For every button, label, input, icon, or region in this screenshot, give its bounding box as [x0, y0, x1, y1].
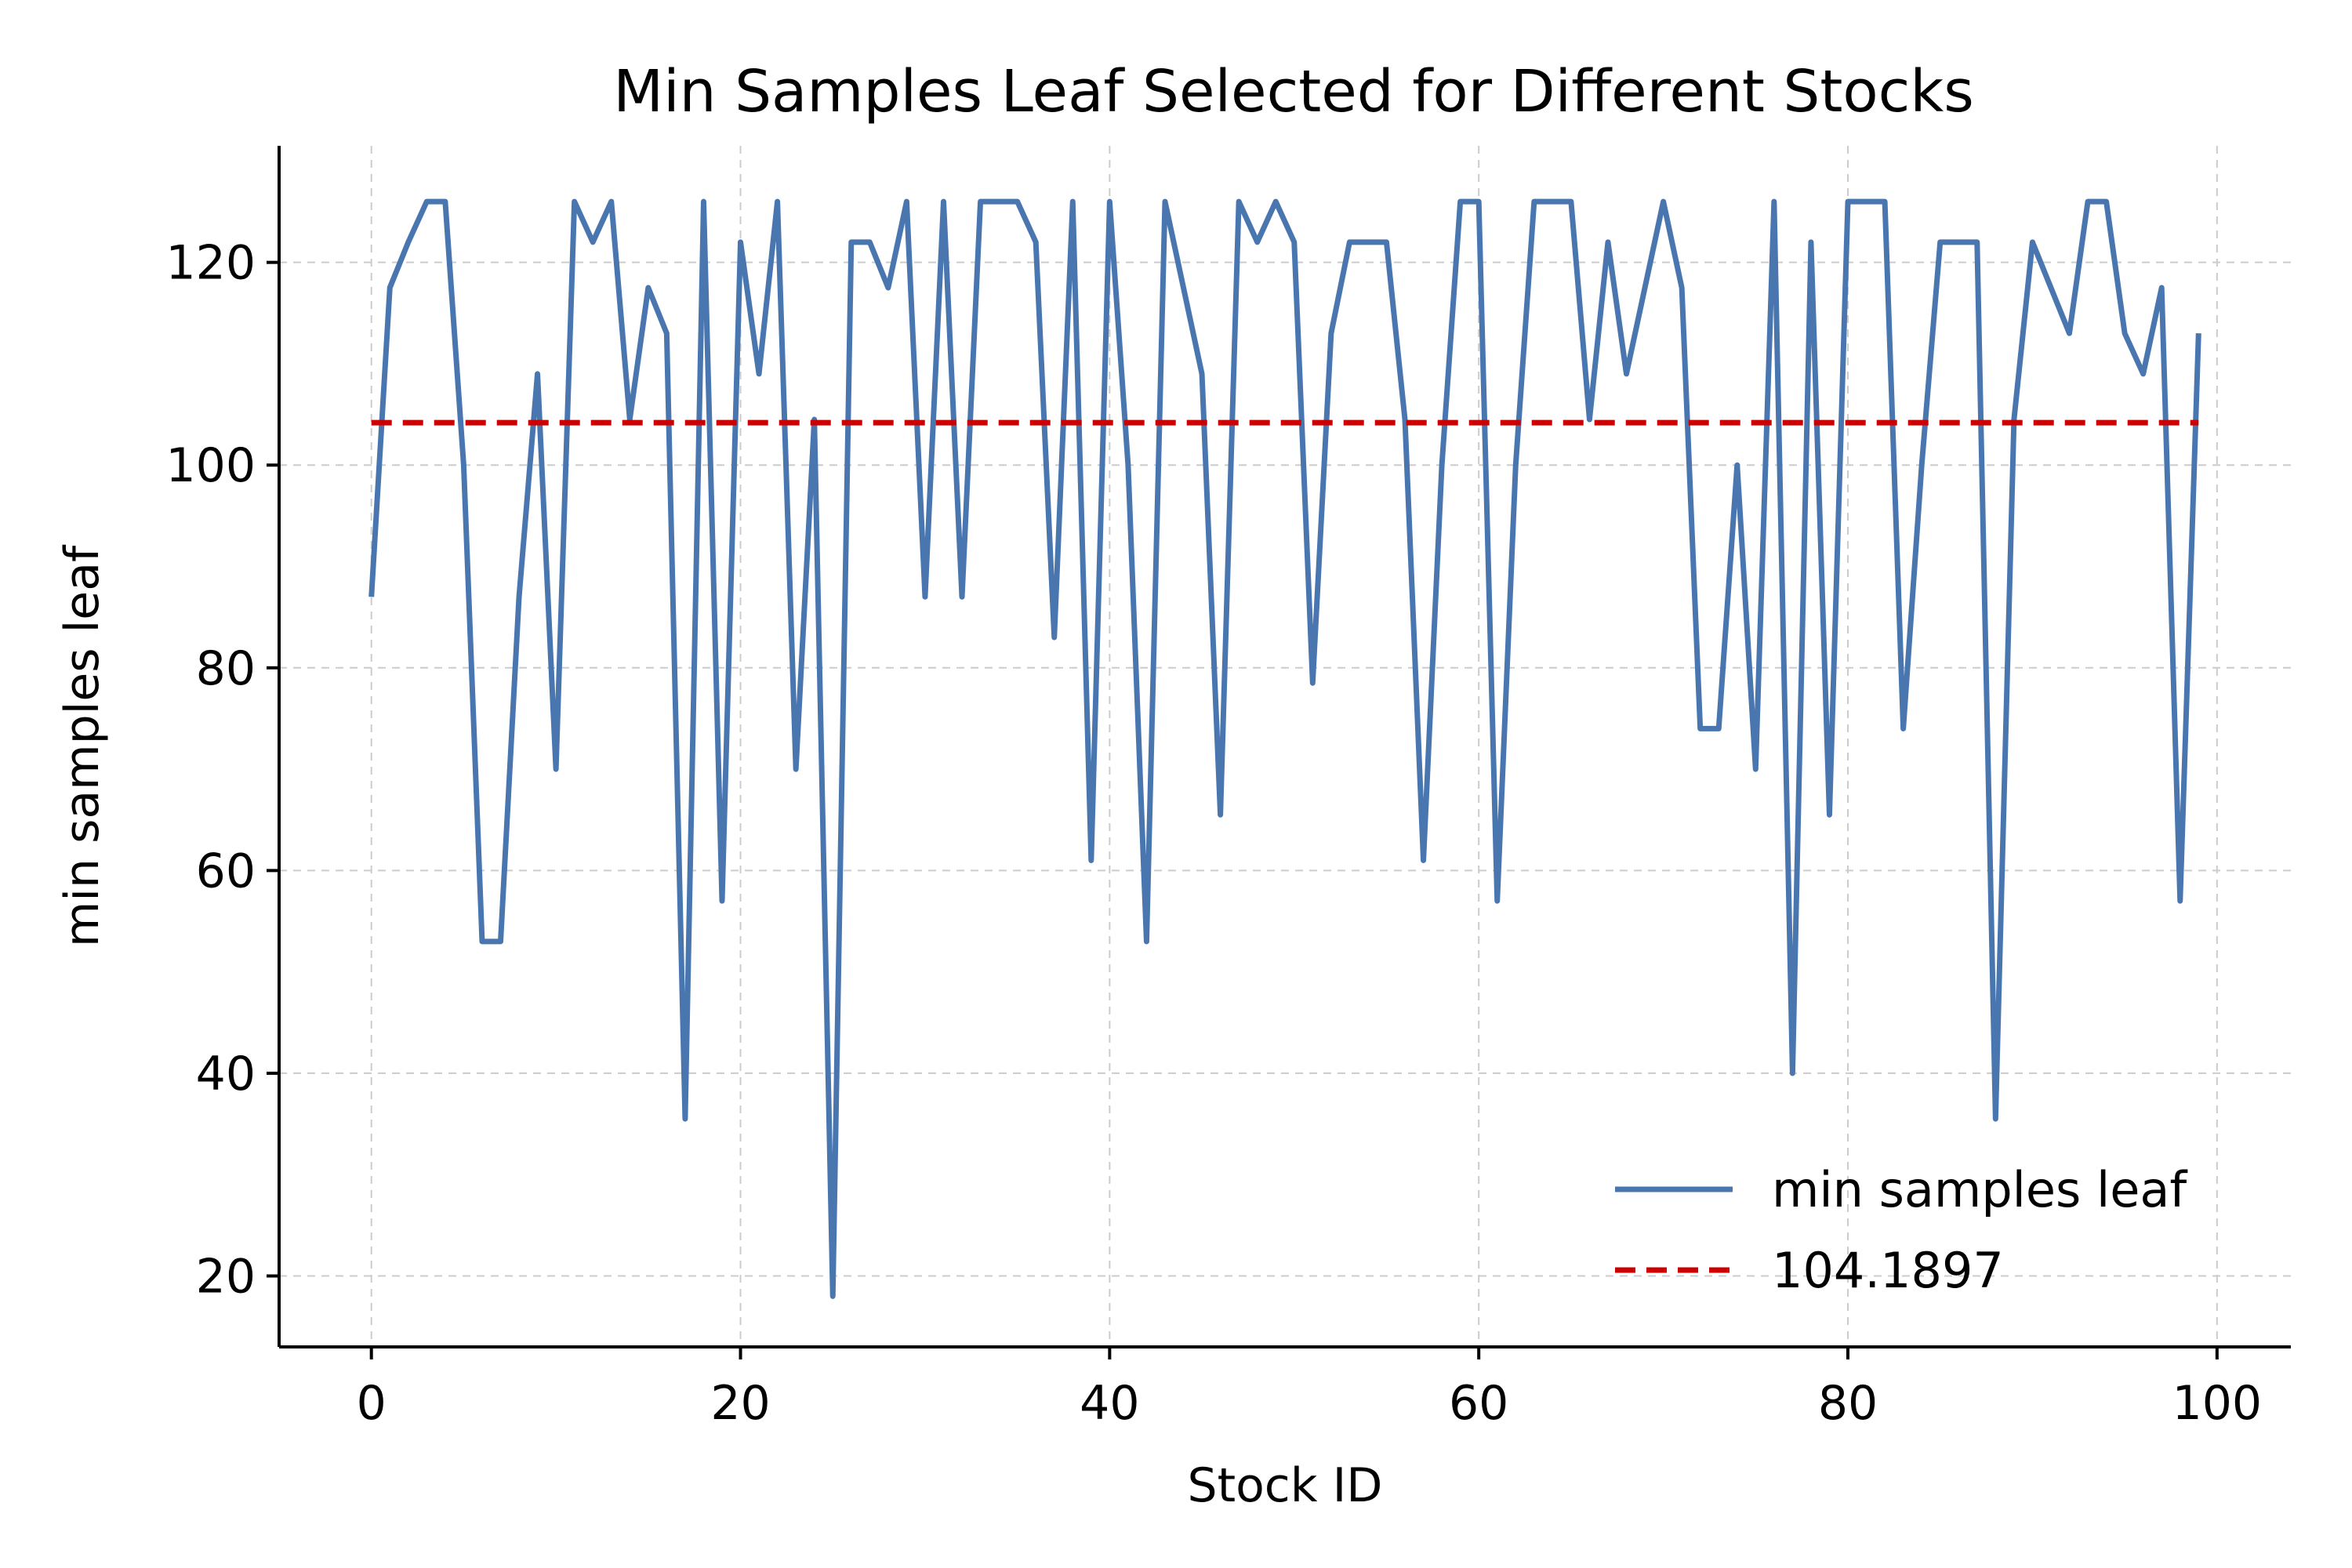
y-axis-label: min samples leaf: [55, 544, 110, 947]
x-tick-label: 60: [1449, 1376, 1508, 1431]
x-tick-label: 0: [357, 1376, 387, 1431]
x-axis-label: Stock ID: [1187, 1458, 1382, 1513]
y-tick-label: 120: [165, 236, 256, 291]
legend-label-series-1: min samples leaf: [1772, 1161, 2188, 1218]
x-tick-label: 40: [1080, 1376, 1139, 1431]
y-tick-label: 100: [165, 438, 256, 493]
legend-label-series-2: 104.1897: [1772, 1242, 2004, 1299]
y-tick-label: 20: [196, 1250, 256, 1305]
y-tick-label: 60: [196, 844, 256, 898]
x-tick-label: 80: [1818, 1376, 1878, 1431]
legend: min samples leaf 104.1897: [1615, 1161, 2188, 1299]
x-tick-label: 100: [2172, 1376, 2263, 1431]
grid: [279, 146, 2291, 1347]
y-axis-ticks: 20 40 60 80 100 120: [165, 236, 279, 1305]
series-layer: [368, 198, 2201, 1299]
chart-title: Min Samples Leaf Selected for Different …: [613, 58, 1974, 125]
y-tick-label: 80: [196, 641, 256, 696]
x-tick-label: 20: [710, 1376, 770, 1431]
y-tick-label: 40: [196, 1047, 256, 1102]
series-line-1: [368, 198, 2201, 1299]
x-axis-ticks: 0 20 40 60 80 100: [357, 1347, 2262, 1431]
